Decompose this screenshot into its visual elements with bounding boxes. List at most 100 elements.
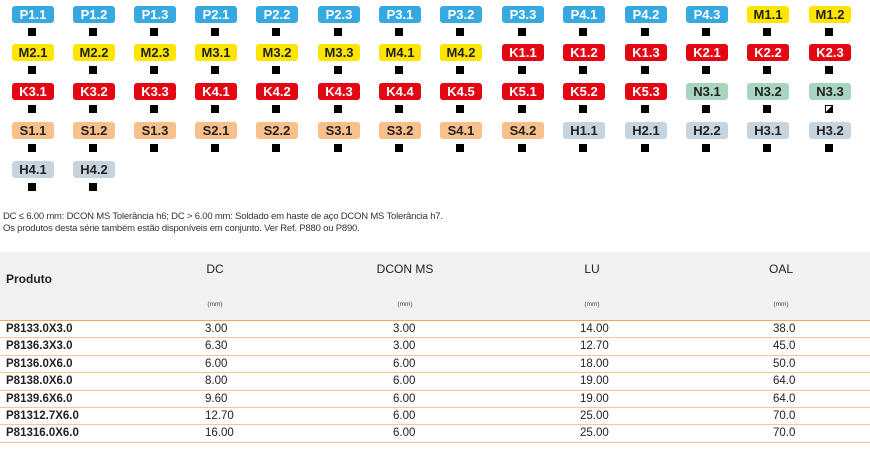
suitability-mark — [89, 105, 97, 113]
table-body: P8133.0X3.0 3.00 3.00 14.00 38.0 P8136.3X3.0 6… — [0, 321, 870, 443]
product-code: P8136.3X3.0 — [6, 340, 73, 353]
suitability-mark — [150, 66, 158, 74]
material-cell: P1.1 — [9, 4, 57, 40]
unit-dcon: (mm) — [397, 301, 413, 308]
material-badge: P2.3 — [318, 6, 360, 23]
suitability-mark — [28, 183, 36, 191]
material-cell: S2.2 — [253, 120, 301, 156]
partial-suitability-mark — [825, 105, 833, 113]
dc-value: 9.60 — [205, 392, 228, 405]
material-cell: K4.5 — [437, 81, 485, 117]
header-divider — [0, 320, 870, 321]
material-badge: H2.2 — [686, 122, 728, 139]
material-badge: S3.1 — [318, 122, 360, 139]
material-badge: H4.1 — [12, 161, 54, 178]
material-cell: M1.1 — [744, 4, 792, 40]
material-cell: S1.3 — [131, 120, 179, 156]
material-badge: K1.3 — [625, 44, 667, 61]
table-row: P8136.0X6.0 6.00 6.00 18.00 50.0 — [0, 356, 870, 374]
material-badge: K4.1 — [195, 83, 237, 100]
suitability-mark — [518, 66, 526, 74]
material-badge: K1.2 — [563, 44, 605, 61]
material-cell: S1.2 — [70, 120, 118, 156]
material-badge: P4.3 — [686, 6, 728, 23]
suitability-mark — [395, 28, 403, 36]
table-row: P8133.0X3.0 3.00 3.00 14.00 38.0 — [0, 321, 870, 339]
lu-value: 19.00 — [580, 392, 609, 405]
suitability-mark — [456, 105, 464, 113]
table-header: Produto DC DCON MS LU OAL (mm) (mm) (mm)… — [0, 252, 870, 321]
suitability-mark — [395, 105, 403, 113]
suitability-mark — [272, 66, 280, 74]
dc-value: 8.00 — [205, 375, 228, 388]
suitability-mark — [334, 66, 342, 74]
material-cell: P1.3 — [131, 4, 179, 40]
material-cell: K3.3 — [131, 81, 179, 117]
material-cell: K4.2 — [253, 81, 301, 117]
suitability-mark — [702, 66, 710, 74]
material-badge: K4.4 — [379, 83, 421, 100]
dc-value: 3.00 — [205, 323, 228, 335]
material-cell: S4.2 — [499, 120, 547, 156]
table-row: P81316.0X6.0 16.00 6.00 25.00 70.0 — [0, 425, 870, 443]
material-cell: K1.1 — [499, 42, 547, 78]
col-oal: OAL — [768, 262, 793, 276]
material-cell: M2.3 — [131, 42, 179, 78]
suitability-mark — [763, 144, 771, 152]
oal-value: 64.0 — [773, 392, 796, 405]
material-badge: P1.2 — [73, 6, 115, 23]
material-cell: K2.3 — [806, 42, 854, 78]
material-cell: P3.3 — [499, 4, 547, 40]
material-badge: H1.1 — [563, 122, 605, 139]
material-cell: K3.2 — [70, 81, 118, 117]
material-cell: H3.1 — [744, 120, 792, 156]
material-badge: M2.2 — [73, 44, 115, 61]
suitability-mark — [579, 144, 587, 152]
material-cell: M3.3 — [315, 42, 363, 78]
material-badge: M1.2 — [809, 6, 851, 23]
material-badge: H3.2 — [809, 122, 851, 139]
material-badge: K2.1 — [686, 44, 728, 61]
suitability-mark — [518, 105, 526, 113]
lu-value: 12.70 — [580, 340, 609, 353]
suitability-mark — [272, 28, 280, 36]
product-code: P8133.0X3.0 — [6, 323, 73, 335]
material-cell: M3.1 — [192, 42, 240, 78]
material-cell: K4.3 — [315, 81, 363, 117]
material-cell: P3.1 — [376, 4, 424, 40]
material-badge: P3.1 — [379, 6, 421, 23]
suitability-mark — [825, 144, 833, 152]
col-dcon: DCON MS — [376, 262, 434, 276]
material-cell: S4.1 — [437, 120, 485, 156]
material-cell: H4.2 — [70, 159, 118, 195]
dc-value: 12.70 — [205, 409, 234, 422]
material-cell: K5.2 — [560, 81, 608, 117]
unit-lu: (mm) — [584, 301, 600, 308]
material-badge: M1.1 — [747, 6, 789, 23]
table-row: P8139.6X6.0 9.60 6.00 19.00 64.0 — [0, 391, 870, 408]
material-badge: S2.2 — [256, 122, 298, 139]
suitability-mark — [518, 28, 526, 36]
oal-value: 64.0 — [773, 375, 796, 388]
oal-value: 50.0 — [773, 357, 796, 370]
material-badge: M2.1 — [12, 44, 54, 61]
oal-value: 70.0 — [773, 409, 796, 422]
material-cell: P2.2 — [253, 4, 301, 40]
oal-value: 38.0 — [773, 323, 796, 335]
material-cell: S2.1 — [192, 120, 240, 156]
dcon-value: 6.00 — [393, 427, 416, 440]
dcon-value: 6.00 — [393, 409, 416, 422]
dcon-value: 6.00 — [393, 392, 416, 405]
material-cell: M1.2 — [806, 4, 854, 40]
table-row: P81312.7X6.0 12.70 6.00 25.00 70.0 — [0, 408, 870, 426]
material-cell: H2.2 — [683, 120, 731, 156]
material-cell: P2.3 — [315, 4, 363, 40]
dcon-value: 6.00 — [393, 375, 416, 388]
material-cell: P4.3 — [683, 4, 731, 40]
material-badge: P4.1 — [563, 6, 605, 23]
material-badge: K3.1 — [12, 83, 54, 100]
product-code: P8136.0X6.0 — [6, 357, 73, 370]
material-badge: P2.2 — [256, 6, 298, 23]
table-row: P8136.3X3.0 6.30 3.00 12.70 45.0 — [0, 338, 870, 356]
material-badge: K4.3 — [318, 83, 360, 100]
